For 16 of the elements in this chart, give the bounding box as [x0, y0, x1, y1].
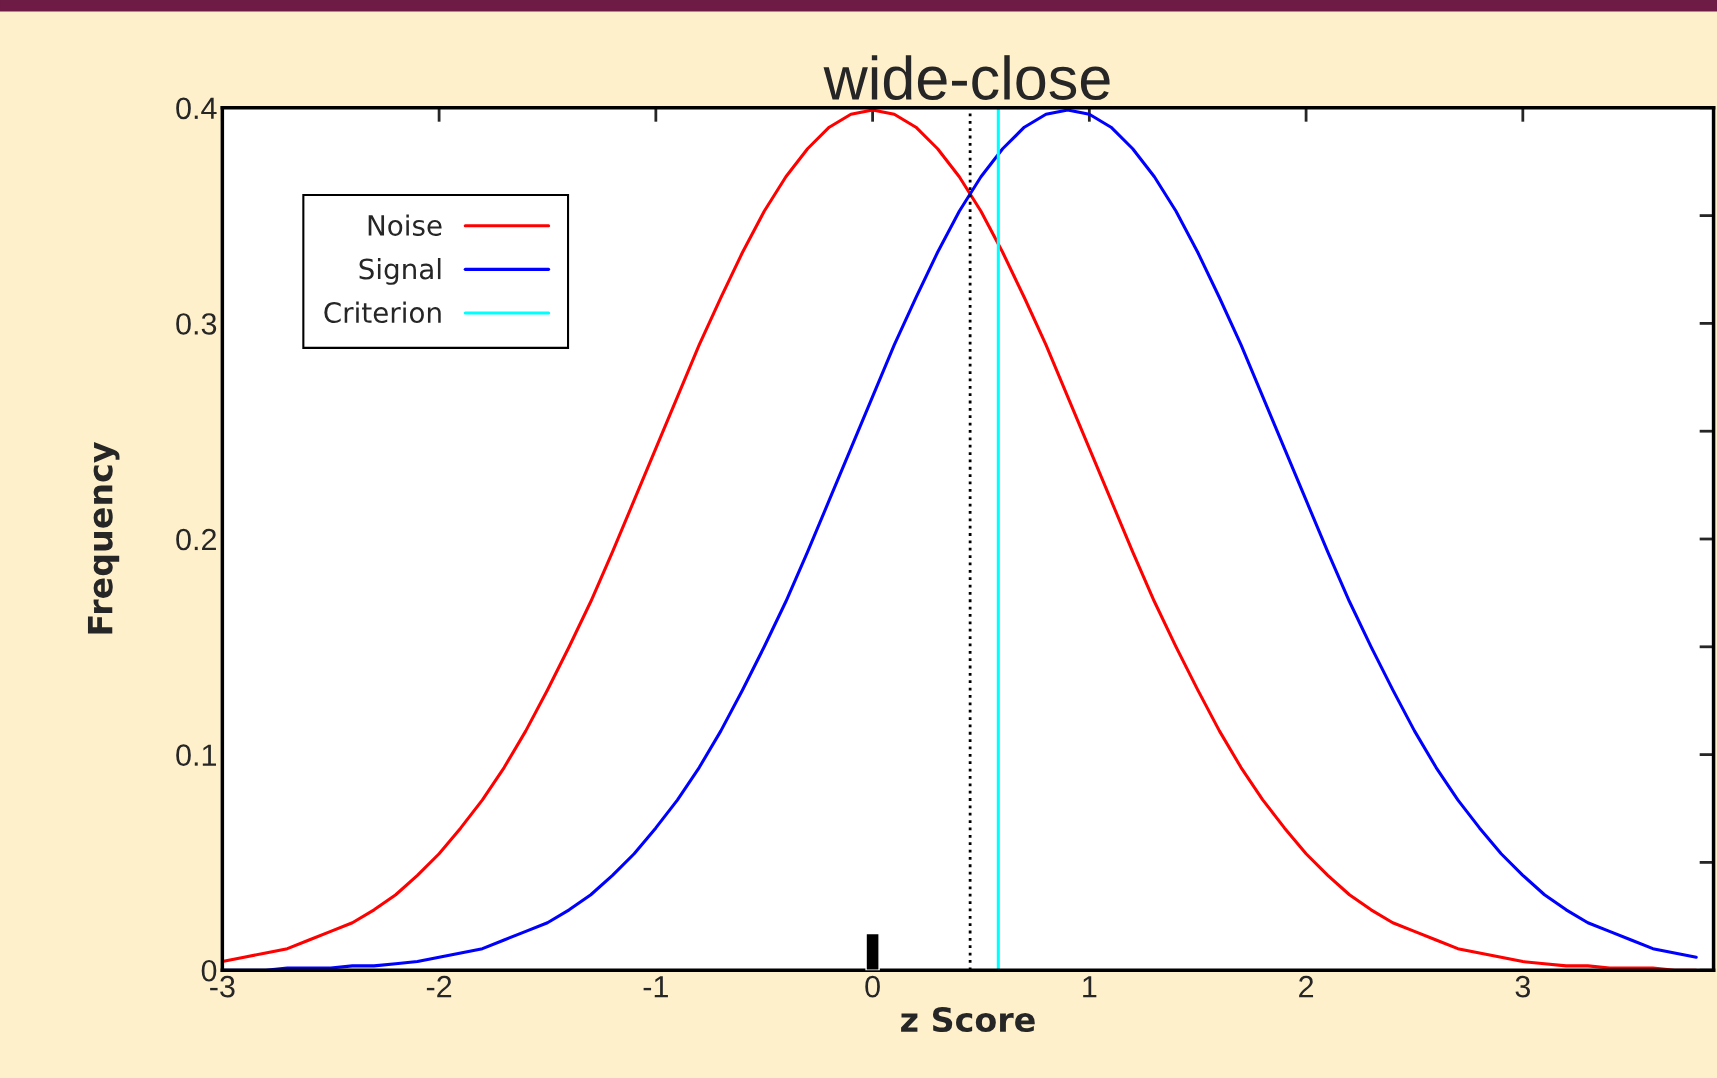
y-axis-title: Frequency	[87, 442, 120, 634]
legend-label: Noise	[368, 214, 442, 236]
x-axis-title: z Score	[901, 1006, 1035, 1033]
legend-label: Criterion	[324, 301, 441, 324]
x-tick-label: 0	[865, 975, 880, 998]
chart-title: wide-close	[823, 55, 1110, 101]
y-tick-label: 0.1	[176, 744, 216, 766]
x-tick-label: 3	[1515, 975, 1530, 998]
y-tick-label: 0.2	[176, 528, 216, 551]
x-tick-label: 2	[1299, 975, 1314, 998]
x-tick-label: -2	[426, 975, 452, 998]
x-tick-label: 1	[1083, 976, 1097, 998]
legend-label: Signal	[359, 257, 441, 285]
x-tick-label: -1	[643, 976, 668, 998]
y-tick-label: 0.4	[176, 97, 217, 120]
y-tick-label: 0.3	[176, 313, 217, 335]
